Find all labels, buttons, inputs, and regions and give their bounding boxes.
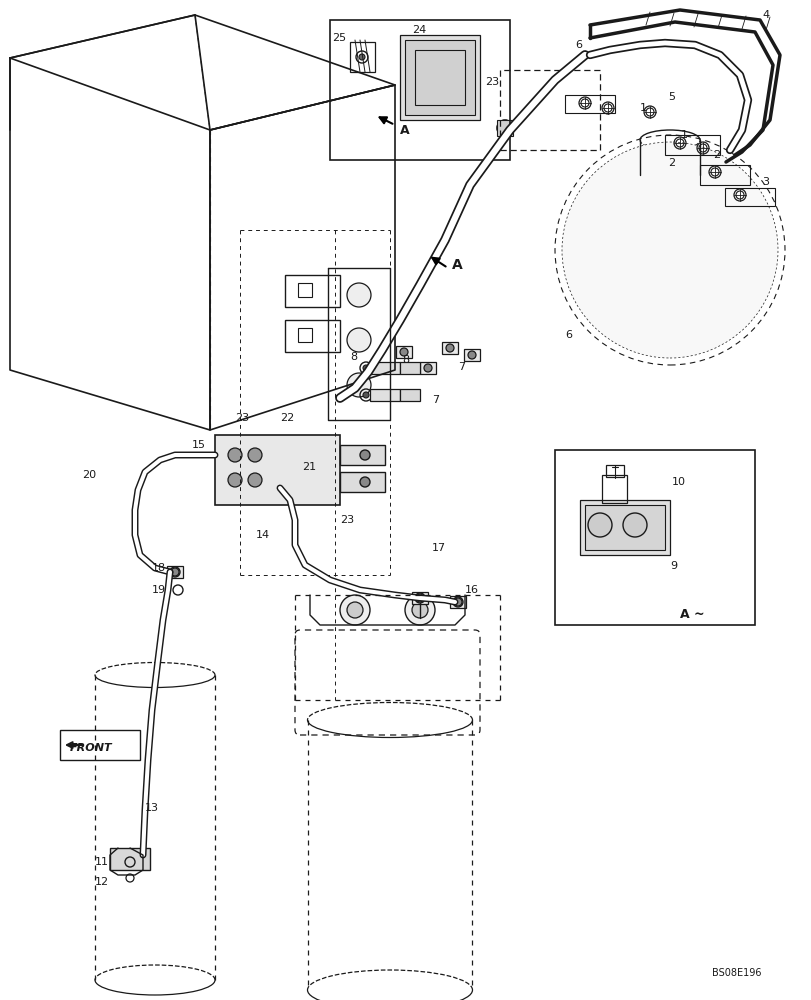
Text: 11: 11 — [95, 857, 109, 867]
Circle shape — [346, 283, 371, 307]
Text: 2: 2 — [667, 158, 674, 168]
Text: A: A — [452, 258, 462, 272]
Bar — [724, 188, 774, 206]
Text: 10: 10 — [672, 477, 685, 487]
Circle shape — [363, 365, 368, 371]
Bar — [664, 135, 719, 155]
Text: 16: 16 — [465, 585, 478, 595]
Text: 23: 23 — [484, 77, 499, 87]
Circle shape — [400, 348, 407, 356]
Text: 23: 23 — [340, 515, 354, 525]
Circle shape — [467, 351, 475, 359]
Circle shape — [359, 450, 370, 460]
Circle shape — [346, 602, 363, 618]
Bar — [350, 42, 375, 72]
Text: 14: 14 — [255, 530, 270, 540]
Circle shape — [359, 477, 370, 487]
Text: 8: 8 — [401, 355, 409, 365]
Text: 6: 6 — [574, 40, 581, 50]
Circle shape — [405, 595, 435, 625]
Circle shape — [423, 364, 431, 372]
Bar — [298, 283, 311, 297]
Bar — [414, 50, 465, 105]
Text: 21: 21 — [302, 462, 315, 472]
Bar — [400, 362, 419, 374]
Text: 7: 7 — [431, 395, 439, 405]
Bar — [605, 465, 623, 477]
Text: 7: 7 — [457, 362, 465, 372]
Text: 13: 13 — [145, 803, 159, 813]
Bar — [340, 472, 384, 492]
Bar — [396, 346, 411, 358]
Bar — [411, 592, 427, 604]
Bar — [167, 566, 182, 578]
Text: BS08E196: BS08E196 — [711, 968, 761, 978]
Circle shape — [411, 602, 427, 618]
Text: 22: 22 — [280, 413, 294, 423]
Bar — [579, 500, 669, 555]
Text: FRONT: FRONT — [70, 743, 113, 753]
Bar — [441, 342, 457, 354]
Circle shape — [346, 328, 371, 352]
Text: 1: 1 — [680, 130, 687, 140]
Text: 17: 17 — [431, 543, 445, 553]
Text: A: A — [400, 124, 409, 137]
Circle shape — [346, 373, 371, 397]
Text: 9: 9 — [669, 561, 676, 571]
Circle shape — [622, 513, 646, 537]
Bar — [400, 35, 479, 120]
Bar — [584, 505, 664, 550]
Bar — [449, 596, 466, 608]
Bar — [564, 95, 614, 113]
Text: 25: 25 — [332, 33, 345, 43]
Circle shape — [340, 595, 370, 625]
Circle shape — [561, 142, 777, 358]
Text: 19: 19 — [152, 585, 166, 595]
Text: 3: 3 — [761, 177, 768, 187]
Circle shape — [445, 344, 453, 352]
Bar — [699, 165, 749, 185]
Bar — [400, 389, 419, 401]
Bar — [109, 848, 150, 870]
Bar — [463, 349, 479, 361]
Bar — [329, 20, 509, 160]
Text: 6: 6 — [564, 330, 571, 340]
Bar — [419, 362, 436, 374]
Text: A ~: A ~ — [679, 608, 704, 621]
Text: 5: 5 — [667, 92, 674, 102]
Text: 4: 4 — [761, 10, 768, 20]
Circle shape — [358, 54, 365, 60]
Text: 20: 20 — [82, 470, 96, 480]
Circle shape — [247, 448, 262, 462]
Text: 23: 23 — [234, 413, 249, 423]
Circle shape — [171, 568, 178, 576]
Bar — [285, 320, 340, 352]
Bar — [340, 445, 384, 465]
Bar — [496, 120, 513, 136]
Text: 2: 2 — [712, 150, 719, 160]
Text: 1: 1 — [639, 103, 646, 113]
Circle shape — [415, 594, 423, 602]
Circle shape — [587, 513, 611, 537]
Bar — [285, 275, 340, 307]
Circle shape — [228, 448, 242, 462]
Bar — [554, 450, 754, 625]
Circle shape — [228, 473, 242, 487]
Text: 8: 8 — [350, 352, 357, 362]
Text: 12: 12 — [95, 877, 109, 887]
Bar — [60, 730, 139, 760]
Text: 15: 15 — [191, 440, 206, 450]
Bar — [405, 40, 474, 115]
Bar — [601, 475, 626, 503]
Circle shape — [453, 598, 461, 606]
Circle shape — [363, 392, 368, 398]
Bar — [370, 389, 400, 401]
Text: 18: 18 — [152, 563, 166, 573]
Circle shape — [247, 473, 262, 487]
Text: 24: 24 — [411, 25, 426, 35]
Bar — [215, 435, 340, 505]
Bar — [298, 328, 311, 342]
Bar — [500, 70, 599, 150]
Bar — [370, 362, 400, 374]
